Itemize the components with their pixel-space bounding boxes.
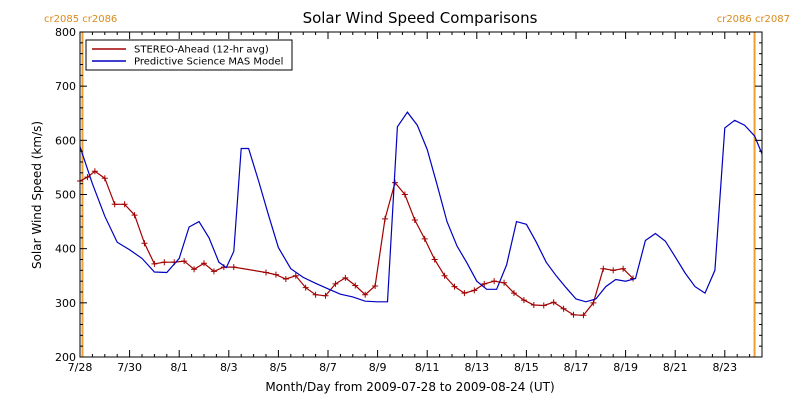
data-point — [461, 290, 468, 297]
data-point — [471, 287, 478, 294]
data-point — [210, 268, 217, 275]
data-point — [590, 299, 597, 306]
data-point — [151, 260, 158, 267]
data-point — [101, 175, 108, 182]
data-point — [530, 302, 537, 308]
legend: STEREO-Ahead (12-hr avg)Predictive Scien… — [85, 39, 293, 71]
data-point — [511, 290, 517, 297]
data-point — [121, 201, 128, 208]
data-point — [322, 292, 329, 299]
data-point — [451, 283, 458, 290]
x-tick-label: 7/28 — [68, 361, 93, 374]
x-tick-label: 7/30 — [117, 361, 142, 374]
x-tick-label: 8/19 — [613, 361, 638, 374]
chart-title: Solar Wind Speed Comparisons — [303, 9, 538, 27]
x-tick-label: 8/9 — [369, 361, 387, 374]
legend-entry-1: Predictive Science MAS Model — [134, 57, 283, 68]
x-tick-label: 8/11 — [415, 361, 440, 374]
data-point — [491, 278, 498, 285]
data-point — [181, 258, 188, 265]
data-point — [431, 256, 438, 263]
data-point — [560, 305, 567, 312]
x-tick-label: 8/5 — [270, 361, 288, 374]
x-tick-label: 8/13 — [464, 361, 489, 374]
data-point — [292, 272, 299, 279]
y-tick-label: 600 — [55, 134, 76, 147]
data-point — [550, 299, 557, 306]
rotation-label-right: cr2086 cr2087 — [717, 14, 790, 25]
data-point — [620, 265, 627, 272]
x-axis-label: Month/Day from 2009-07-28 to 2009-08-24 … — [265, 380, 554, 394]
data-point — [111, 201, 118, 208]
data-point — [263, 269, 269, 276]
y-axis-label: Solar Wind Speed (km/s) — [30, 121, 44, 269]
x-tick-label: 8/21 — [663, 361, 688, 374]
data-point — [580, 312, 587, 319]
data-point — [282, 276, 289, 282]
axis-ticks: 200 300 400 500 600 700 800 7/28 7/30 8/1 8/3 8/5 8/… — [55, 26, 763, 374]
data-point — [610, 267, 617, 274]
x-tick-label: 8/7 — [319, 361, 337, 374]
data-point — [302, 284, 309, 291]
data-point — [131, 212, 138, 219]
x-tick-label: 8/15 — [514, 361, 539, 374]
data-point — [382, 215, 389, 222]
data-point — [312, 291, 319, 298]
data-point — [84, 174, 91, 181]
data-point — [501, 279, 508, 286]
data-point — [91, 168, 98, 175]
x-tick-label: 8/23 — [712, 361, 737, 374]
rotation-label-left: cr2085 cr2086 — [44, 14, 117, 25]
x-tick-label: 8/1 — [170, 361, 188, 374]
data-point — [421, 235, 428, 242]
data-point — [391, 179, 398, 186]
data-point — [352, 282, 359, 289]
data-point — [161, 259, 168, 266]
x-tick-label: 8/17 — [564, 361, 589, 374]
data-point — [230, 264, 237, 271]
legend-box — [85, 39, 293, 71]
data-point — [441, 272, 448, 279]
series-line-1 — [79, 111, 763, 303]
data-point — [570, 311, 577, 318]
data-point — [332, 280, 339, 287]
y-tick-label: 700 — [55, 80, 76, 93]
data-point — [520, 297, 527, 304]
data-point — [201, 260, 207, 267]
data-point — [342, 274, 349, 281]
data-point — [540, 302, 547, 309]
y-tick-label: 500 — [55, 189, 76, 202]
y-tick-label: 200 — [55, 351, 76, 364]
y-tick-label: 400 — [55, 243, 76, 256]
data-point — [362, 291, 369, 298]
data-point — [272, 271, 279, 278]
y-tick-label: 300 — [55, 297, 76, 310]
data-point — [191, 266, 198, 273]
x-tick-label: 8/3 — [220, 361, 238, 374]
data-point — [141, 240, 148, 247]
y-tick-label: 800 — [55, 26, 76, 39]
data-point — [600, 265, 607, 272]
data-point — [401, 191, 408, 198]
legend-entry-0: STEREO-Ahead (12-hr avg) — [134, 45, 269, 56]
data-point — [372, 283, 379, 290]
data-point — [481, 280, 488, 287]
data-point — [411, 216, 418, 223]
